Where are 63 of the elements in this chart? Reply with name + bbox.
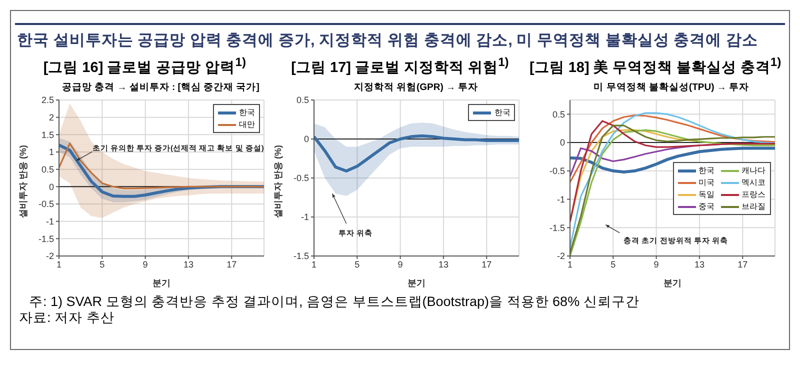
legend-label: 대만 <box>239 119 255 130</box>
y-axis-title: 설비투자 반응 (%) <box>18 145 28 218</box>
x-tick-label: 1 <box>312 259 317 270</box>
x-axis-title: 분기 <box>408 278 426 288</box>
y-axis-title: 설비투자 반응 (%) <box>274 145 284 218</box>
x-tick-label: 9 <box>398 259 404 270</box>
x-tick-label: 5 <box>354 259 360 270</box>
legend-label: 한국 <box>239 107 255 118</box>
y-tick-label: -1.5 <box>549 222 565 233</box>
chart-title: [그림 18] 美 무역정책 불확실성 충격$^{1)}$ <box>528 55 782 77</box>
y-tick-label: -1 <box>556 194 565 204</box>
x-axis-title: 분기 <box>663 278 682 288</box>
legend-label: 독일 <box>698 189 715 200</box>
legend-label: 프랑스 <box>742 189 766 200</box>
x-tick-label: 17 <box>226 259 237 270</box>
y-tick-label: -0.5 <box>294 173 310 184</box>
text: 한국 설비투자는 공급망 압력 충격에 증가, 지정학적 위험 충격에 감소, 미 무역정책 불확실성 충격에 감소 <box>17 31 759 51</box>
legend-label: 캐나다 <box>742 165 766 176</box>
y-tick-label: -1 <box>301 212 310 222</box>
x-tick-label: 5 <box>610 259 616 270</box>
y-tick-label: -2 <box>46 251 54 262</box>
chart-subtitle: 지정학적 위험(GPR) → 투자 <box>352 81 480 94</box>
x-tick-label: 1 <box>567 259 572 270</box>
x-tick-label: 1 <box>56 259 62 270</box>
text: 주: 1) SVAR 모형의 충격반응 추정 결과이며, 음영은 부트스트랩(Bootstrap)을 적용한 68% 신뢰구간 <box>28 294 640 310</box>
legend-label: 브라질 <box>742 201 766 212</box>
legend-label: 중국 <box>698 201 715 212</box>
y-tick-label: -0.5 <box>38 199 54 210</box>
x-axis-title: 분기 <box>152 278 170 288</box>
line-series <box>59 142 264 190</box>
y-tick-label: 2.5 <box>41 95 54 106</box>
x-tick-label: 9 <box>142 259 148 270</box>
y-tick-label: 0.5 <box>41 164 54 175</box>
legend-label: 한국 <box>494 107 510 118</box>
y-tick-label: -2 <box>556 251 565 262</box>
y-tick-label: -1.5 <box>38 234 54 244</box>
x-tick-label: 17 <box>737 259 748 270</box>
x-tick-label: 17 <box>482 259 492 270</box>
y-tick-label: 0.5 <box>552 109 565 120</box>
x-tick-label: 13 <box>183 259 194 270</box>
line-series <box>314 134 520 172</box>
x-tick-label: 5 <box>100 259 105 270</box>
x-tick-label: 13 <box>438 259 449 270</box>
y-tick-label: 2 <box>48 112 54 123</box>
text: 자료: 저자 추산 <box>19 310 116 326</box>
y-tick-label: -1 <box>46 216 54 227</box>
chart-subtitle: 미 무역정책 불확실성(TPU) → 투자 <box>592 81 750 94</box>
chart-subtitle: 공급망 충격 → 설비투자 : [핵심 중간재 국가] <box>60 81 260 94</box>
y-tick-label: -0.5 <box>549 166 565 176</box>
y-tick-label: 0 <box>48 182 54 192</box>
chart-title: [그림 17] 글로벌 지정학적 위험$^{1)}$ <box>290 55 510 77</box>
legend-label: 한국 <box>698 165 715 176</box>
y-tick-label: -1.5 <box>294 251 310 262</box>
x-tick-label: 9 <box>653 259 658 270</box>
y-tick-label: 1.5 <box>41 130 54 140</box>
legend-label: 미국 <box>698 177 715 188</box>
y-tick-label: 1 <box>48 147 54 158</box>
x-tick-label: 13 <box>694 259 704 270</box>
y-tick-label: 0 <box>304 134 310 144</box>
y-tick-label: 0.5 <box>296 95 310 106</box>
y-tick-label: 0 <box>560 138 565 148</box>
legend-label: 멕시코 <box>742 177 766 188</box>
chart-title: [그림 16] 글로벌 공급망 압력$^{1)}$ <box>42 55 247 77</box>
